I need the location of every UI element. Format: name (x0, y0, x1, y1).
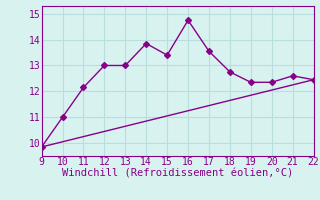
X-axis label: Windchill (Refroidissement éolien,°C): Windchill (Refroidissement éolien,°C) (62, 169, 293, 179)
